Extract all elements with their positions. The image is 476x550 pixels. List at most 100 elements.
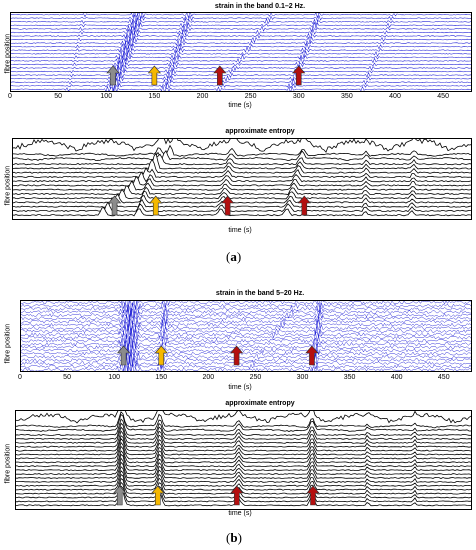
strain-trace xyxy=(10,60,472,71)
strain-trace xyxy=(20,314,472,330)
entropy-trace xyxy=(15,426,472,444)
xtick-label: 400 xyxy=(390,374,403,381)
svg-b2-arrow-1 xyxy=(151,485,165,506)
strain-plot-b xyxy=(20,300,472,372)
strain-plot-a xyxy=(10,12,472,92)
panel-b1-title: strain in the band 5–20 Hz. xyxy=(215,290,305,297)
strain-trace xyxy=(10,38,472,49)
strain-trace xyxy=(10,17,472,27)
entropy-trace xyxy=(15,457,472,476)
caption-a: (a) xyxy=(226,249,241,265)
strain-trace xyxy=(10,12,472,20)
strain-trace xyxy=(20,335,472,348)
strain-trace xyxy=(20,361,472,372)
entropy-trace xyxy=(15,430,472,448)
strain-trace xyxy=(10,35,472,45)
entropy-trace xyxy=(15,411,472,429)
svg-a2-frame xyxy=(12,138,472,220)
entropy-trace xyxy=(12,144,472,157)
svg-b1-arrow-2 xyxy=(229,345,244,366)
entropy-trace xyxy=(15,445,472,464)
entropy-trace xyxy=(15,489,472,507)
xtick-label: 200 xyxy=(202,374,215,381)
entropy-mask xyxy=(15,410,472,424)
entropy-trace xyxy=(15,422,472,440)
entropy-mask xyxy=(12,145,472,157)
entropy-trace xyxy=(15,461,472,479)
strain-trace xyxy=(10,70,472,80)
xtick-label: 300 xyxy=(296,374,309,381)
entropy-trace xyxy=(15,435,472,452)
entropy-trace xyxy=(15,413,471,432)
strain-trace xyxy=(20,310,472,325)
strain-trace xyxy=(10,65,472,77)
xtick-label: 350 xyxy=(343,374,356,381)
strain-trace xyxy=(10,51,472,62)
panel-a2-ylabel: fibre position xyxy=(4,165,12,206)
entropy-trace xyxy=(15,485,472,503)
svg-b1-frame xyxy=(20,300,472,372)
entropy-trace xyxy=(12,171,472,183)
xtick-label: 450 xyxy=(437,374,450,381)
panel-a2-title: approximate entropy xyxy=(225,128,295,135)
caption-a-close: ) xyxy=(236,249,242,264)
strain-trace xyxy=(10,56,472,65)
svg-a1-arrow-2 xyxy=(213,65,227,86)
entropy-trace xyxy=(12,158,472,174)
svg-b2-frame xyxy=(15,410,472,510)
strain-trace xyxy=(20,321,472,336)
entropy-trace xyxy=(15,450,471,468)
entropy-trace xyxy=(12,207,472,217)
xtick-label: 350 xyxy=(341,93,353,100)
svg-a2-arrow-2 xyxy=(220,195,235,216)
strain-trace xyxy=(20,329,472,344)
strain-trace xyxy=(20,336,472,353)
xtick-label: 150 xyxy=(155,374,168,381)
caption-b-open: ( xyxy=(226,530,231,545)
strain-trace xyxy=(20,352,472,368)
strain-trace xyxy=(20,355,472,371)
strain-trace xyxy=(10,73,472,84)
entropy-trace xyxy=(12,185,472,195)
svg-a2-arrow-3 xyxy=(297,195,311,216)
strain-trace xyxy=(10,30,472,41)
entropy-trace xyxy=(15,470,472,487)
entropy-trace xyxy=(12,153,472,166)
entropy-trace xyxy=(15,410,472,424)
svg-b2-arrow-0 xyxy=(113,485,127,506)
strain-trace xyxy=(10,77,472,87)
panel-a2-xlabel: time (s) xyxy=(228,227,252,234)
entropy-trace xyxy=(15,453,472,472)
svg-a2-arrow-1 xyxy=(149,195,163,216)
strain-trace xyxy=(10,27,472,38)
entropy-trace xyxy=(15,418,471,436)
svg-a1-arrow-3 xyxy=(292,65,306,86)
entropy-trace xyxy=(15,441,472,460)
strain-trace xyxy=(10,84,472,92)
strain-trace xyxy=(20,326,472,343)
panel-a1-xlabel: time (s) xyxy=(228,102,252,109)
entropy-trace xyxy=(12,138,472,153)
entropy-trace xyxy=(15,477,472,495)
entropy-trace xyxy=(12,166,472,178)
entropy-plot-b xyxy=(15,410,472,510)
caption-b: (b) xyxy=(226,530,242,546)
strain-trace xyxy=(10,49,472,59)
caption-b-letter: b xyxy=(230,530,238,545)
entropy-trace xyxy=(12,188,472,200)
svg-b2-arrow-2 xyxy=(230,485,244,506)
caption-b-close: ) xyxy=(237,530,242,545)
xtick-label: 150 xyxy=(148,93,161,100)
xtick-label: 300 xyxy=(292,93,305,100)
xtick-label: 50 xyxy=(63,374,71,381)
strain-trace xyxy=(10,80,472,92)
strain-trace xyxy=(20,300,472,316)
entropy-trace xyxy=(12,193,472,204)
entropy-trace xyxy=(12,150,472,162)
strain-trace xyxy=(20,357,472,372)
entropy-mask xyxy=(15,414,472,432)
strain-trace xyxy=(20,343,472,361)
xtick-label: 100 xyxy=(108,374,120,381)
panel-b1-ylabel: fibre position xyxy=(4,323,12,364)
panel-a1-title: strain in the band 0.1–2 Hz. xyxy=(214,3,306,10)
